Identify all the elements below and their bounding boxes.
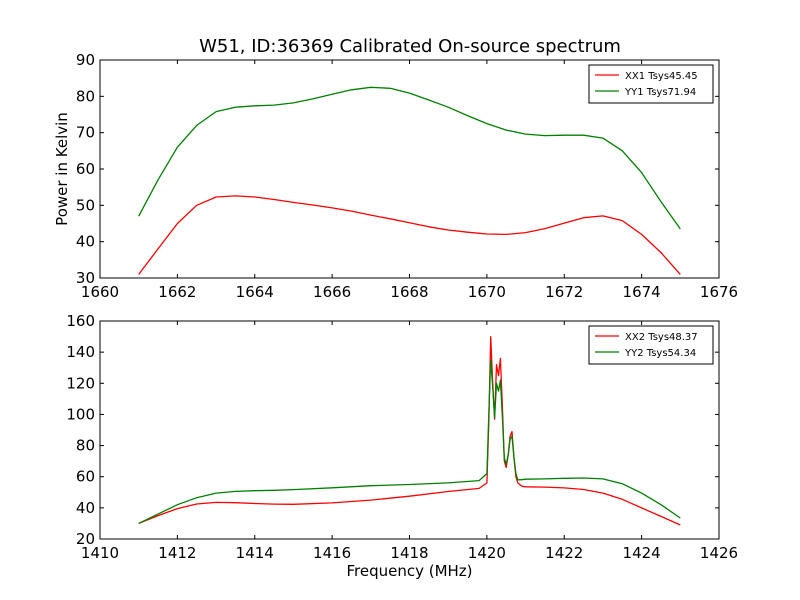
x-tick-label: 1422 xyxy=(545,544,583,562)
x-tick-label: 1426 xyxy=(700,544,738,562)
x-tick-label: 1674 xyxy=(623,283,661,301)
series-line-2 xyxy=(138,359,681,524)
x-tick-label: 1416 xyxy=(313,544,351,562)
legend-box xyxy=(588,64,714,104)
x-tick-label: 1424 xyxy=(623,544,661,562)
x-tick-label: 1420 xyxy=(468,544,506,562)
y-tick-label: 120 xyxy=(66,374,95,392)
y-tick-label: 60 xyxy=(76,468,95,486)
x-tick-label: 1664 xyxy=(236,283,274,301)
bottom-panel: 1410 1412 1414 1416 1418 1420 1422 1424 1426 20 40… xyxy=(66,312,738,580)
y-tick-label: 160 xyxy=(66,312,95,330)
legend-label: YY1 Tsys71.94 xyxy=(624,87,696,98)
y-tick-label: 70 xyxy=(76,124,95,142)
legend-box xyxy=(588,325,714,365)
x-tick-label: 1660 xyxy=(81,283,119,301)
x-tick-label: 1410 xyxy=(81,544,119,562)
legend-label: YY2 Tsys54.34 xyxy=(624,348,696,359)
x-tick-label: 1666 xyxy=(313,283,351,301)
y-tick-label: 60 xyxy=(76,160,95,178)
x-tick-label: 1662 xyxy=(158,283,196,301)
y-tick-label: 40 xyxy=(76,233,95,251)
figure-title: W51, ID:36369 Calibrated On-source spect… xyxy=(199,36,621,57)
y-axis-label: Power in Kelvin xyxy=(53,112,71,226)
series-line-1 xyxy=(138,195,681,275)
x-tick-label: 1668 xyxy=(390,283,428,301)
y-tick-label: 20 xyxy=(76,530,95,548)
y-tick-label: 50 xyxy=(76,196,95,214)
x-tick-label: 1418 xyxy=(390,544,428,562)
series-line-2 xyxy=(138,86,681,230)
y-tick-label: 90 xyxy=(76,51,95,69)
y-tick-label: 40 xyxy=(76,499,95,517)
x-tick-label: 1412 xyxy=(158,544,196,562)
x-tick-label: 1676 xyxy=(700,283,738,301)
legend-label: XX1 Tsys45.45 xyxy=(625,71,698,82)
legend: XX2 Tsys48.37 YY2 Tsys54.34 xyxy=(588,325,714,365)
series-line-1 xyxy=(138,335,681,526)
y-tick-label: 30 xyxy=(76,269,95,287)
x-tick-label: 1670 xyxy=(468,283,506,301)
y-tick-label: 80 xyxy=(76,87,95,105)
top-panel: 1660 1662 1664 1666 1668 1670 1672 1674 1676 30 40… xyxy=(53,51,738,301)
y-tick-label: 80 xyxy=(76,437,95,455)
x-tick-label: 1672 xyxy=(545,283,583,301)
legend: XX1 Tsys45.45 YY1 Tsys71.94 xyxy=(588,64,714,104)
legend-label: XX2 Tsys48.37 xyxy=(625,332,698,343)
y-tick-label: 100 xyxy=(66,405,95,423)
x-tick-label: 1414 xyxy=(236,544,274,562)
x-axis-label: Frequency (MHz) xyxy=(346,562,472,580)
y-tick-label: 140 xyxy=(66,343,95,361)
